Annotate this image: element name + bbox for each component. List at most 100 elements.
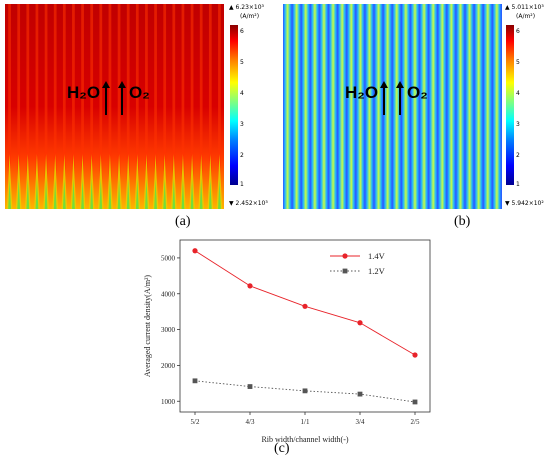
arrow-up-icon	[380, 81, 404, 115]
stripe-a	[199, 4, 203, 209]
spike-a	[117, 179, 121, 209]
x-tick-label: 4/3	[246, 418, 255, 426]
spike-a	[62, 179, 66, 209]
y-tick-label: 2000	[161, 362, 176, 370]
x-tick-label: 1/1	[301, 418, 310, 426]
data-point-1.2V	[357, 391, 363, 397]
h2o-label: H₂O	[67, 83, 101, 102]
stripe-a	[218, 4, 221, 209]
spike-a	[108, 179, 112, 209]
colorbar-a-tick: 3	[240, 121, 244, 128]
spike-a	[135, 179, 139, 209]
stripe-a	[135, 4, 139, 209]
stripe-a	[62, 4, 66, 209]
panel-label-c: (c)	[274, 441, 290, 456]
colorbar-b-tick: 1	[516, 181, 520, 188]
current-density-line-chart: 1000 2000 3000 4000 5000 5/2 4/3 1/1 3/4 2/5 Rib w…	[143, 239, 431, 444]
colorbar-a-min: ▼ 2.452×10³	[229, 200, 268, 207]
stripe-a	[17, 4, 21, 209]
y-axis-title: Averaged current density(A/m²)	[143, 275, 152, 378]
y-tick-label: 3000	[161, 326, 176, 334]
spike-a	[218, 179, 221, 209]
stripe-a	[8, 4, 11, 209]
colorbar-a-max: ▲ 6.23×10³	[229, 4, 264, 11]
x-tick-label: 5/2	[191, 418, 200, 426]
spike-a	[72, 179, 75, 209]
colorbar-b-tick: 6	[516, 28, 520, 35]
spike-a	[199, 179, 203, 209]
spike-a	[53, 179, 57, 209]
stripe-a	[145, 4, 148, 209]
panel-label-b: (b)	[454, 214, 471, 229]
colorbar-a	[230, 25, 238, 185]
stripe-a	[190, 4, 194, 209]
stripe-a	[26, 4, 30, 209]
data-point-1.4V	[357, 320, 363, 326]
o2-label: O₂	[407, 83, 428, 102]
stripe-a	[208, 4, 212, 209]
colorbar-b-tick: 5	[516, 59, 520, 66]
colorbar-a-tick: 4	[240, 90, 244, 97]
spike-a	[145, 179, 148, 209]
stripe-a	[35, 4, 39, 209]
data-point-1.2V	[302, 388, 308, 394]
stripe-a	[99, 4, 103, 209]
spike-a	[26, 179, 30, 209]
spike-a	[172, 179, 176, 209]
colorbar-b-min: ▼ 5.942×10²	[505, 200, 544, 207]
colorbar-b-max: ▲ 5.011×10³	[505, 4, 544, 11]
x-tick-label: 3/4	[356, 418, 365, 426]
colorbar-a-tick: 5	[240, 59, 244, 66]
stripe-a	[117, 4, 121, 209]
data-point-1.2V	[247, 384, 253, 389]
x-tick-label: 2/5	[411, 418, 420, 426]
legend-label: 1.2V	[368, 266, 386, 276]
x-axis-title: Rib width/channel width(-)	[261, 435, 348, 444]
colorbar-a-unit: (A/m²)	[240, 13, 260, 20]
data-point-1.4V	[302, 303, 308, 309]
stripe-a	[181, 4, 185, 209]
spike-a	[163, 179, 167, 209]
colorbar-a-tick: 2	[240, 152, 244, 159]
stripe-a	[81, 4, 84, 209]
stripe-a	[72, 4, 75, 209]
spike-a	[181, 179, 185, 209]
o2-label: O₂	[129, 83, 150, 102]
spike-a	[99, 179, 103, 209]
colorbar-b-tick: 2	[516, 152, 520, 159]
flow-indicator-b: H₂O O₂	[345, 81, 445, 117]
legend-marker	[342, 253, 348, 259]
colorbar-b	[506, 25, 514, 185]
data-point-1.4V	[192, 248, 198, 254]
spike-a	[17, 179, 21, 209]
spike-a	[208, 179, 212, 209]
colorbar-b-tick: 3	[516, 121, 520, 128]
panel-label-a: (a)	[175, 214, 191, 229]
stripe-a	[163, 4, 167, 209]
spike-a	[81, 179, 84, 209]
plot-frame	[179, 239, 431, 413]
stripe-a	[90, 4, 94, 209]
spike-a	[35, 179, 39, 209]
current-density-map-a: H₂O O₂	[5, 4, 224, 209]
stripe-a	[108, 4, 112, 209]
spike-a	[190, 179, 194, 209]
spike-a	[154, 179, 157, 209]
stripe-a	[172, 4, 176, 209]
spike-a	[90, 179, 94, 209]
colorbar-a-tick: 6	[240, 28, 244, 35]
spike-a	[126, 179, 130, 209]
y-tick-label: 1000	[161, 398, 176, 406]
stripe-a	[154, 4, 157, 209]
y-tick-label: 4000	[161, 290, 176, 298]
legend-label: 1.4V	[368, 251, 386, 261]
arrow-up-icon	[102, 81, 126, 115]
legend-marker	[342, 268, 348, 274]
stripe-a	[126, 4, 130, 209]
y-tick-label: 5000	[161, 254, 176, 262]
flow-indicator-a: H₂O O₂	[67, 81, 167, 117]
data-point-1.2V	[192, 378, 198, 384]
colorbar-b-tick: 4	[516, 90, 520, 97]
stripe-pattern-a	[5, 4, 224, 209]
data-point-1.4V	[247, 283, 253, 289]
